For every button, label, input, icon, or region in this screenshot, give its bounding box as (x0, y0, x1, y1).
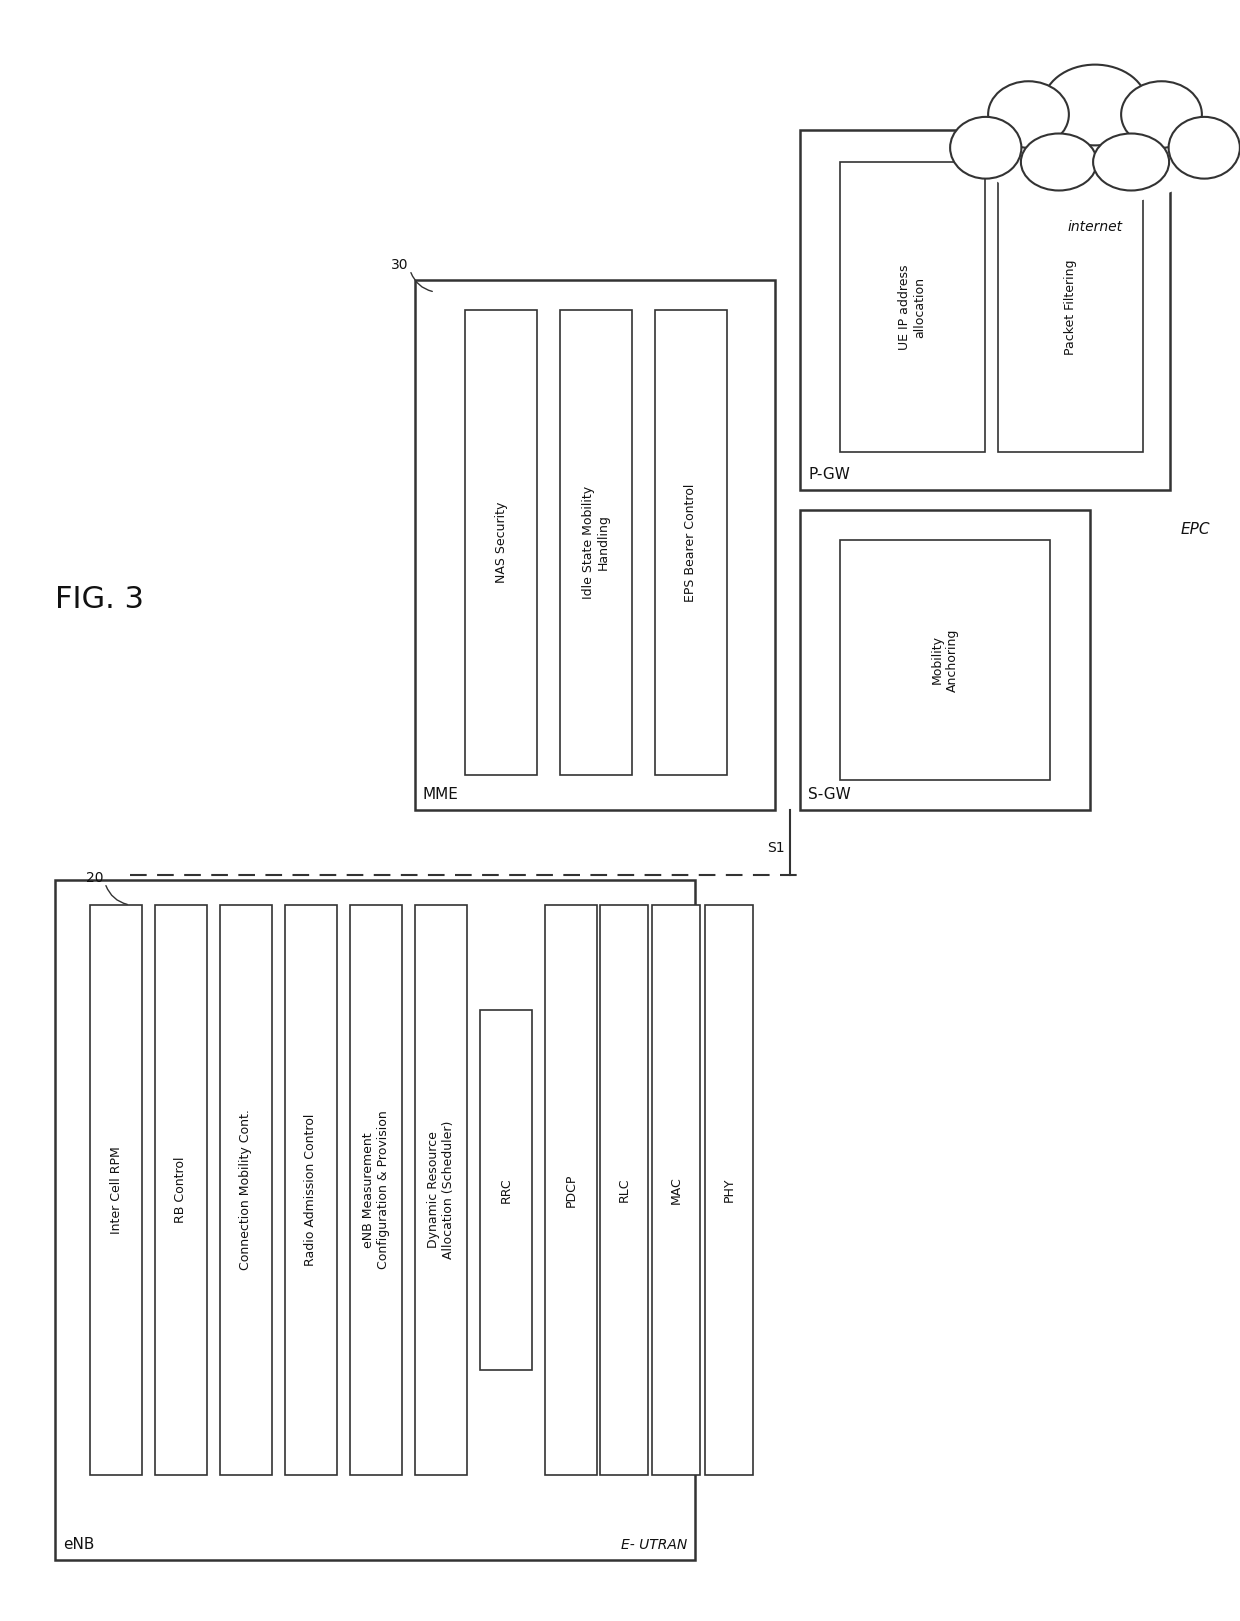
Ellipse shape (1094, 133, 1169, 191)
Text: S1: S1 (768, 841, 785, 854)
Bar (800, 130, 1171, 490)
Text: NAS Security: NAS Security (495, 503, 507, 584)
Bar (465, 310, 537, 775)
Text: EPC: EPC (1180, 522, 1210, 538)
Bar (655, 310, 727, 775)
Text: Dynamic Resource
Allocation (Scheduler): Dynamic Resource Allocation (Scheduler) (427, 1120, 455, 1260)
Bar (155, 905, 207, 1475)
Text: RLC: RLC (618, 1178, 630, 1203)
Text: eNB Measurement
Configuration & Provision: eNB Measurement Configuration & Provisio… (362, 1110, 391, 1269)
Bar (350, 905, 402, 1475)
Bar (546, 905, 596, 1475)
Text: RB Control: RB Control (175, 1157, 187, 1224)
Text: FIG. 3: FIG. 3 (55, 585, 144, 614)
Bar (219, 905, 272, 1475)
Bar (285, 905, 337, 1475)
Bar (480, 1010, 532, 1370)
Ellipse shape (1168, 117, 1240, 178)
Text: E- UTRAN: E- UTRAN (621, 1538, 687, 1551)
Text: PDCP: PDCP (564, 1174, 578, 1206)
Bar (55, 880, 694, 1559)
Text: Packet Filtering: Packet Filtering (1064, 259, 1078, 355)
Text: 30: 30 (392, 258, 409, 272)
Bar (800, 511, 1090, 810)
Text: Connection Mobility Cont.: Connection Mobility Cont. (239, 1109, 253, 1271)
Ellipse shape (950, 117, 1022, 178)
Text: MAC: MAC (670, 1177, 682, 1204)
Bar (652, 905, 701, 1475)
Ellipse shape (1021, 133, 1097, 191)
Bar (415, 280, 775, 810)
Ellipse shape (962, 62, 1228, 204)
Text: RRC: RRC (500, 1177, 512, 1203)
Text: internet: internet (1068, 220, 1122, 233)
Bar (998, 162, 1143, 452)
Text: P-GW: P-GW (808, 467, 849, 481)
Bar (91, 905, 143, 1475)
Ellipse shape (1121, 81, 1202, 148)
Ellipse shape (988, 81, 1069, 148)
Text: MME: MME (423, 788, 459, 802)
Ellipse shape (1043, 65, 1147, 146)
Bar (839, 162, 985, 452)
Text: Idle State Mobility
Handling: Idle State Mobility Handling (582, 486, 610, 600)
Bar (560, 310, 632, 775)
Text: 20: 20 (87, 870, 104, 885)
Bar (415, 905, 467, 1475)
Text: Mobility
Anchoring: Mobility Anchoring (931, 629, 959, 692)
Bar (839, 540, 1050, 780)
Text: Radio Admission Control: Radio Admission Control (305, 1114, 317, 1266)
Text: eNB: eNB (63, 1537, 94, 1551)
Text: PHY: PHY (723, 1178, 735, 1203)
Bar (600, 905, 649, 1475)
Text: EPS Bearer Control: EPS Bearer Control (684, 483, 697, 601)
Text: Inter Cell RPM: Inter Cell RPM (109, 1146, 123, 1234)
Text: S-GW: S-GW (808, 788, 851, 802)
Bar (706, 905, 753, 1475)
Text: UE IP address
allocation: UE IP address allocation (899, 264, 926, 350)
